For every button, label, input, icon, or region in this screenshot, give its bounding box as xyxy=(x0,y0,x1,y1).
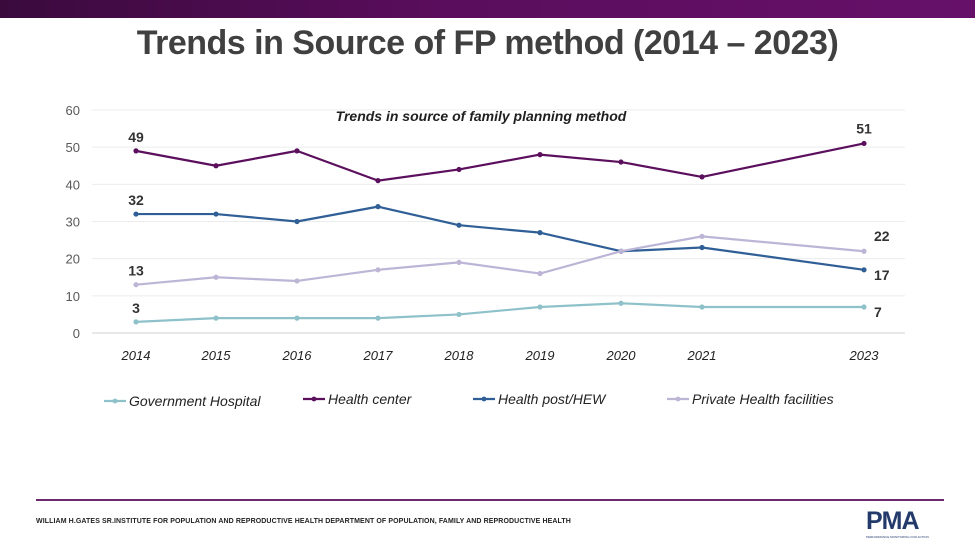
point-government-hospital-2015 xyxy=(213,315,219,321)
point-health-center-2021 xyxy=(699,174,705,180)
legend-marker-government-hospital xyxy=(112,398,118,404)
x-tick-label-2023: 2023 xyxy=(849,348,880,363)
footer-divider xyxy=(36,499,944,501)
chart-title: Trends in source of family planning meth… xyxy=(336,108,627,124)
point-government-hospital-2018 xyxy=(456,311,462,318)
legend-label-health-center: Health center xyxy=(328,391,413,407)
legend-label-private-health-facilities: Private Health facilities xyxy=(692,391,834,407)
slide-title: Trends in Source of FP method (2014 – 20… xyxy=(136,24,839,62)
data-label-government-hospital-2023: 7 xyxy=(874,304,882,320)
legend-label-health-post-hew: Health post/HEW xyxy=(498,391,607,407)
y-tick-label-40: 40 xyxy=(66,177,80,192)
point-government-hospital-2023 xyxy=(861,304,867,310)
point-private-health-facilities-2023 xyxy=(861,248,867,254)
x-tick-label-2021: 2021 xyxy=(687,348,717,363)
point-private-health-facilities-2020 xyxy=(618,248,624,254)
y-axis: 0 10 20 30 40 50 60 xyxy=(66,103,80,341)
legend-label-government-hospital: Government Hospital xyxy=(129,393,261,409)
legend-marker-health-center xyxy=(311,396,317,402)
point-government-hospital-2019 xyxy=(537,304,543,310)
y-tick-label-20: 20 xyxy=(66,252,80,267)
legend: Government Hospital Health center Health p… xyxy=(104,391,834,409)
y-tick-label-60: 60 xyxy=(66,103,80,118)
point-health-center-2015 xyxy=(213,163,219,169)
point-health-post-hew-2018 xyxy=(456,222,462,228)
series-line-private-health-facilities xyxy=(135,235,865,286)
pma-logo: PMA PERFORMANCE MONITORING FOR ACTION xyxy=(866,508,936,544)
point-health-post-hew-2021 xyxy=(699,244,705,251)
data-label-health-post-hew-2023: 17 xyxy=(874,267,890,283)
point-health-post-hew-2019 xyxy=(537,230,543,236)
x-tick-label-2016: 2016 xyxy=(282,348,313,363)
y-tick-label-10: 10 xyxy=(66,289,80,304)
x-axis: 2014 2015 2016 2017 2018 2019 2020 2021 2023 xyxy=(121,348,880,363)
point-private-health-facilities-2016 xyxy=(294,278,300,284)
point-health-post-hew-2023 xyxy=(861,267,867,273)
point-private-health-facilities-2017 xyxy=(375,267,381,273)
data-label-private-health-facilities-2023: 22 xyxy=(874,228,890,244)
point-government-hospital-2020 xyxy=(618,300,624,306)
point-health-center-2019 xyxy=(537,152,543,158)
point-private-health-facilities-2014 xyxy=(133,282,139,288)
series-line-government-hospital xyxy=(135,302,864,323)
data-label-health-center-2014: 49 xyxy=(128,129,144,145)
series-line-health-center xyxy=(135,142,865,182)
point-government-hospital-2021 xyxy=(699,304,705,310)
series-layer xyxy=(133,140,867,325)
point-health-center-2017 xyxy=(375,178,381,184)
footer-institution-text: WILLIAM H.GATES SR.INSTITUTE FOR POPULAT… xyxy=(36,518,571,525)
y-tick-label-50: 50 xyxy=(66,140,80,155)
point-health-post-hew-2014 xyxy=(133,211,139,217)
top-accent-bar xyxy=(0,0,975,18)
x-tick-label-2019: 2019 xyxy=(525,348,555,363)
grid-lines xyxy=(92,109,905,334)
legend-marker-health-post-hew xyxy=(481,396,487,402)
data-label-government-hospital-2014: 3 xyxy=(132,300,140,316)
y-tick-label-30: 30 xyxy=(66,215,80,230)
logo-wordmark: PMA xyxy=(866,507,920,535)
point-health-post-hew-2016 xyxy=(294,218,300,225)
point-health-center-2014 xyxy=(133,148,139,154)
x-tick-label-2018: 2018 xyxy=(444,348,475,363)
x-tick-label-2020: 2020 xyxy=(606,348,637,363)
point-health-post-hew-2017 xyxy=(375,204,381,210)
legend-marker-private-health-facilities xyxy=(675,396,681,402)
point-health-center-2023 xyxy=(861,140,867,147)
data-label-health-post-hew-2014: 32 xyxy=(128,192,144,208)
point-government-hospital-2017 xyxy=(375,315,381,321)
point-health-center-2018 xyxy=(456,166,462,173)
data-label-private-health-facilities-2014: 13 xyxy=(128,263,144,279)
x-tick-label-2017: 2017 xyxy=(363,348,394,363)
data-label-health-center-2023: 51 xyxy=(856,120,872,136)
point-private-health-facilities-2021 xyxy=(699,233,705,239)
point-private-health-facilities-2015 xyxy=(213,274,219,280)
point-private-health-facilities-2019 xyxy=(537,270,543,277)
point-private-health-facilities-2018 xyxy=(456,259,462,265)
point-health-post-hew-2015 xyxy=(213,211,219,217)
x-tick-label-2014: 2014 xyxy=(121,348,151,363)
logo-tagline: PERFORMANCE MONITORING FOR ACTION xyxy=(866,535,929,539)
point-health-center-2016 xyxy=(294,148,300,154)
y-tick-label-0: 0 xyxy=(73,326,80,341)
data-labels: 3 7 49 51 32 17 13 22 xyxy=(128,120,890,320)
point-health-center-2020 xyxy=(618,159,624,165)
series-line-health-post-hew xyxy=(136,205,865,271)
point-government-hospital-2016 xyxy=(294,315,300,321)
x-tick-label-2015: 2015 xyxy=(201,348,232,363)
point-government-hospital-2014 xyxy=(133,319,139,325)
